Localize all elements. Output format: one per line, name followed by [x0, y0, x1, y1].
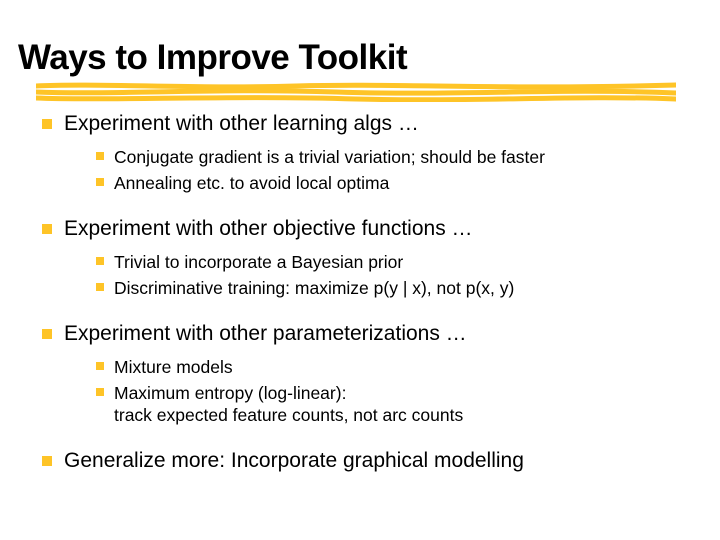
- bullet-icon: [96, 283, 104, 291]
- sub-list-item-text: Conjugate gradient is a trivial variatio…: [114, 146, 545, 168]
- bullet-icon: [96, 362, 104, 370]
- bullet-icon: [42, 224, 52, 234]
- sub-list-item: Annealing etc. to avoid local optima: [96, 172, 690, 194]
- sub-list-item-text: Discriminative training: maximize p(y | …: [114, 277, 514, 299]
- sub-list-item-text: Mixture models: [114, 356, 233, 378]
- title-region: Ways to Improve Toolkit: [0, 0, 720, 78]
- bullet-icon: [96, 152, 104, 160]
- list-item-text: Experiment with other objective function…: [64, 217, 473, 241]
- slide-title: Ways to Improve Toolkit: [18, 38, 720, 78]
- bullet-icon: [96, 388, 104, 396]
- sub-list-item: Discriminative training: maximize p(y | …: [96, 277, 690, 299]
- bullet-icon: [42, 456, 52, 466]
- list-item: Generalize more: Incorporate graphical m…: [42, 449, 690, 473]
- sub-list-item-text: Annealing etc. to avoid local optima: [114, 172, 389, 194]
- sub-list-item-text: Maximum entropy (log-linear):track expec…: [114, 382, 463, 427]
- content-region: Experiment with other learning algs … Co…: [0, 78, 720, 473]
- list-item: Experiment with other objective function…: [42, 217, 690, 241]
- sub-list: Conjugate gradient is a trivial variatio…: [42, 146, 690, 195]
- sub-list: Trivial to incorporate a Bayesian prior …: [42, 251, 690, 300]
- sub-list-item: Conjugate gradient is a trivial variatio…: [96, 146, 690, 168]
- sub-list-item: Trivial to incorporate a Bayesian prior: [96, 251, 690, 273]
- sub-list-item-text: Trivial to incorporate a Bayesian prior: [114, 251, 403, 273]
- bullet-icon: [96, 178, 104, 186]
- list-item-text: Experiment with other parameterizations …: [64, 322, 467, 346]
- list-item: Experiment with other parameterizations …: [42, 322, 690, 346]
- list-item-text: Experiment with other learning algs …: [64, 112, 419, 136]
- bullet-icon: [96, 257, 104, 265]
- title-underline: [36, 82, 676, 102]
- list-item: Experiment with other learning algs …: [42, 112, 690, 136]
- bullet-icon: [42, 119, 52, 129]
- list-item-text: Generalize more: Incorporate graphical m…: [64, 449, 524, 473]
- sub-list-item: Mixture models: [96, 356, 690, 378]
- sub-list-item: Maximum entropy (log-linear):track expec…: [96, 382, 690, 427]
- sub-list: Mixture models Maximum entropy (log-line…: [42, 356, 690, 427]
- bullet-icon: [42, 329, 52, 339]
